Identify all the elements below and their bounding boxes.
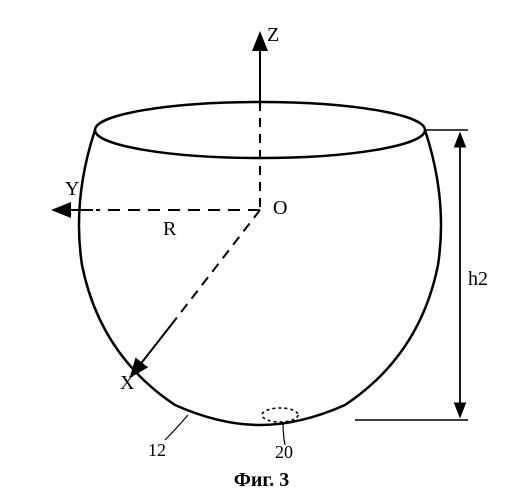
bottom-hole xyxy=(262,408,298,422)
x-axis-label: X xyxy=(120,372,134,395)
diagram-svg xyxy=(0,0,523,500)
callout-12-leader xyxy=(165,415,188,440)
z-axis-label: Z xyxy=(267,24,279,47)
height-label: h2 xyxy=(468,268,488,291)
figure-caption: Фиг. 3 xyxy=(0,469,523,492)
callout-12: 12 xyxy=(148,440,166,461)
x-axis-dashed xyxy=(175,210,260,320)
callout-20: 20 xyxy=(275,442,293,463)
figure-container: Z Y X O R h2 12 20 Фиг. 3 xyxy=(0,0,523,500)
radius-label: R xyxy=(163,218,176,241)
y-axis-label: Y xyxy=(65,178,79,201)
origin-label: O xyxy=(273,197,287,220)
x-axis xyxy=(132,320,175,375)
